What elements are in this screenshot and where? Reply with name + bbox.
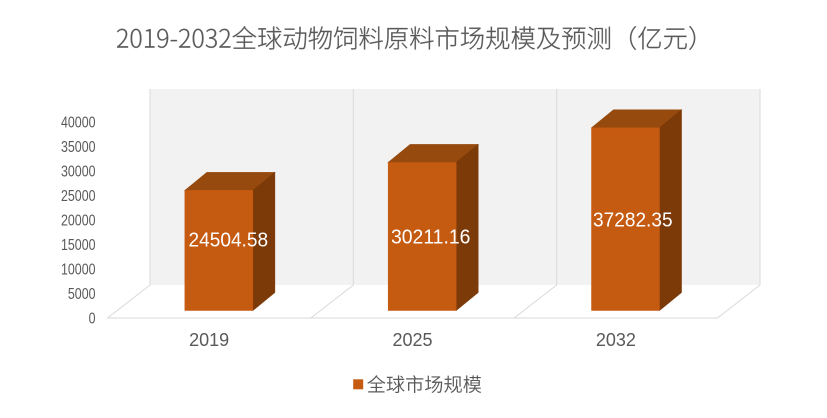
svg-text:2032: 2032 [596,330,636,350]
svg-text:10000: 10000 [61,261,96,278]
svg-text:30211.16: 30211.16 [391,227,471,249]
svg-text:24504.58: 24504.58 [189,229,269,251]
svg-text:0: 0 [89,310,96,327]
svg-text:35000: 35000 [61,139,96,156]
svg-text:5000: 5000 [68,286,96,303]
svg-text:40000: 40000 [61,114,96,131]
svg-text:20000: 20000 [61,212,96,229]
svg-text:37282.35: 37282.35 [593,210,673,232]
svg-text:30000: 30000 [61,163,96,180]
svg-text:25000: 25000 [61,188,96,205]
svg-text:15000: 15000 [61,237,96,254]
svg-text:2019: 2019 [189,330,229,350]
svg-text:2025: 2025 [393,330,433,350]
